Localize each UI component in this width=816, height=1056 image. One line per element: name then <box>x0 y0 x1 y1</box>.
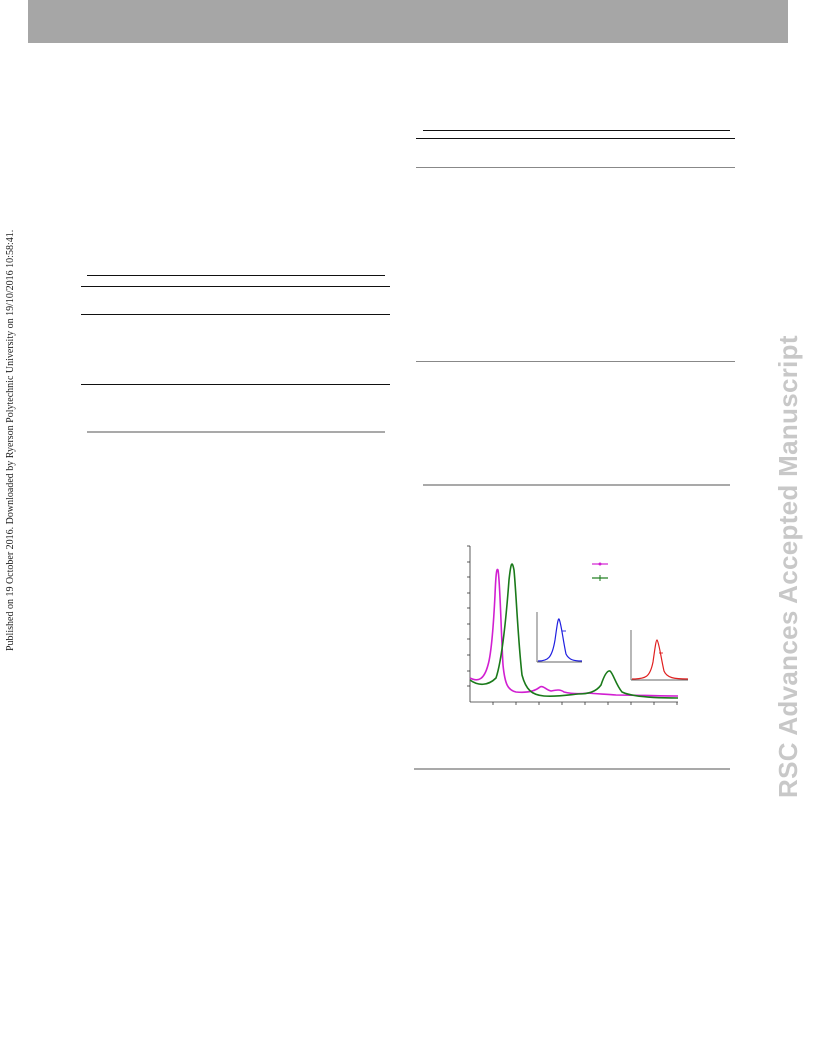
table-header-rule <box>81 286 390 287</box>
table-mid-rule <box>81 314 390 315</box>
header-bar <box>28 0 788 43</box>
series-magenta-line <box>469 568 679 697</box>
table-end-rule <box>87 431 385 433</box>
right-table-header-rule <box>416 138 735 139</box>
figure-end-rule <box>414 768 730 770</box>
table-top-rule <box>87 275 385 276</box>
inset-red-line <box>631 639 689 680</box>
accepted-manuscript-watermark: RSC Advances Accepted Manuscript <box>773 335 803 798</box>
right-table-end-rule <box>423 484 730 486</box>
x-axis-ticks <box>492 702 678 705</box>
legend <box>592 562 608 581</box>
y-axis-ticks <box>467 545 470 687</box>
inset-blue-line <box>537 618 583 662</box>
right-table-bottom-rule <box>416 361 735 362</box>
publication-note: Published on 19 October 2016. Downloaded… <box>5 229 16 651</box>
right-table-top-rule <box>423 130 730 131</box>
spectra-plot <box>467 545 689 705</box>
series-green-line <box>469 563 679 699</box>
right-table-mid-rule <box>416 167 735 168</box>
table-bottom-rule <box>81 384 390 385</box>
inset-blue-plot <box>536 612 583 663</box>
spectra-figure <box>456 540 696 715</box>
inset-red-plot <box>630 630 689 681</box>
